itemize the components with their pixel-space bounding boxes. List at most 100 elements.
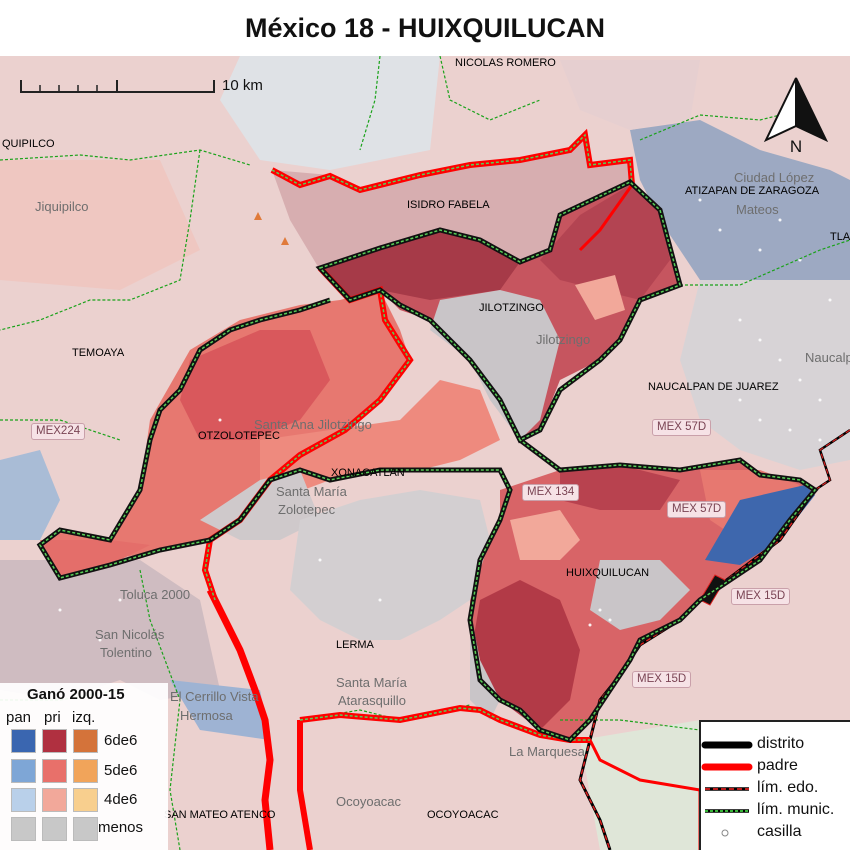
legend-title: Ganó 2000-15 [27, 686, 125, 703]
precinct-jilotzingo-east [540, 185, 670, 300]
legend-item-padre: padre [701, 756, 850, 778]
legend-swatch-pri-menos [42, 817, 67, 841]
map-canvas[interactable]: NICOLAS ROMERO ATIZAPAN DE ZARAGOZA ISID… [0, 56, 850, 850]
legend-line-padre [701, 763, 753, 771]
basemap-place: Santa María [276, 484, 347, 499]
municipality-label: TLA [830, 231, 850, 243]
precinct-jilotzingo-grey [430, 290, 560, 440]
basemap-place: Atarasquillo [338, 693, 406, 708]
legend-swatch-pri-6de6 [42, 729, 67, 753]
precinct-otzolotepec-center [180, 330, 330, 440]
road-shield: MEX 134 [522, 484, 580, 501]
basemap-place: Zolotepec [278, 502, 336, 517]
municipality-label: LERMA [336, 639, 374, 651]
basemap-place: La Marquesa [509, 744, 585, 759]
legend-swatch-pan-menos [11, 817, 36, 841]
legend-item-distrito: distrito [701, 734, 850, 756]
municipality-label: OTZOLOTEPEC [198, 430, 280, 442]
legend-marker-casilla [721, 829, 729, 837]
legend-swatch-pan-6de6 [11, 729, 36, 753]
casilla-dots [58, 198, 832, 642]
precinct-huixquilucan-north [560, 465, 680, 510]
municipality-label: JILOTZINGO [479, 302, 544, 314]
precinct-otzolotepec-west [40, 540, 150, 578]
road-shield: MEX 15D [632, 671, 692, 688]
winner-legend: Ganó 2000-15 pan pri izq. 6de6 5de6 4de6… [0, 683, 168, 850]
municipality-label: SAN MATEO ATENCO [164, 809, 276, 821]
legend-line-lim-edo [705, 787, 749, 791]
legend-swatch-izq-5de6 [73, 759, 98, 783]
basemap-place: Mateos [736, 202, 779, 217]
basemap-place: Tolentino [100, 645, 153, 660]
landmark-markers [254, 212, 289, 245]
lines-legend: distrito padre lím. edo. lím. munic. cas… [699, 720, 850, 850]
legend-swatch-pan-4de6 [11, 788, 36, 812]
road-shield: MEX 57D [652, 419, 712, 436]
road-shield: MEX224 [31, 423, 86, 440]
legend-row-label: 6de6 [104, 732, 138, 749]
basemap-place: Toluca 2000 [120, 587, 191, 602]
legend-line-distrito [701, 741, 753, 749]
north-label: N [790, 137, 802, 156]
precinct-isidro-fabela [272, 135, 632, 270]
precinct-huixquilucan-south [470, 580, 580, 730]
legend-item-lim-edo: lím. edo. [701, 778, 850, 800]
legend-label: distrito [757, 735, 805, 752]
basemap-place: Ciudad López [734, 170, 815, 185]
municipality-label: ISIDRO FABELA [407, 199, 490, 211]
precinct-huixquilucan-pan [705, 485, 815, 565]
scale-label: 10 km [222, 77, 263, 94]
legend-column-header: izq. [72, 709, 96, 726]
legend-line-lim-munic [705, 809, 749, 813]
legend-row-label: 5de6 [104, 762, 138, 779]
legend-swatch-izq-4de6 [73, 788, 98, 812]
municipality-label: NAUCALPAN DE JUAREZ [648, 381, 779, 393]
scale-bar [20, 80, 215, 93]
basemap-lerma [290, 490, 490, 640]
municipality-label: ATIZAPAN DE ZARAGOZA [685, 185, 820, 197]
district-boundary-inner [39, 181, 817, 741]
municipality-label: OCOYOACAC [427, 809, 499, 821]
map-svg [0, 56, 850, 850]
basemap-place: San Nicolás [95, 627, 165, 642]
basemap-forest [580, 720, 700, 850]
legend-swatch-izq-6de6 [73, 729, 98, 753]
municipality-label: TEMOAYA [72, 347, 125, 359]
map-title: México 18 - HUIXQUILUCAN [0, 0, 850, 56]
north-arrow-icon: N [763, 77, 829, 156]
legend-label: lím. edo. [757, 779, 819, 796]
precinct-xonacatlan [260, 380, 500, 495]
precinct-huixquilucan-light [510, 510, 580, 560]
urban-area-atizapan [630, 120, 850, 300]
urban-area-naucalpan [680, 280, 850, 470]
precinct-xonacatlan-grey [200, 470, 320, 540]
basemap-place: Jiquipilco [35, 199, 89, 214]
municipality-label: QUIPILCO [2, 138, 55, 150]
road-shield: MEX 15D [731, 588, 791, 605]
basemap-area [0, 160, 200, 290]
basemap-area [220, 56, 440, 170]
basemap-area [560, 60, 700, 130]
road-shield: MEX 57D [667, 501, 727, 518]
legend-label: lím. munic. [757, 801, 835, 818]
legend-column-header: pri [44, 709, 61, 726]
legend-row-label: 4de6 [104, 791, 138, 808]
municipality-label: HUIXQUILUCAN [566, 567, 650, 579]
legend-column-header: pan [6, 709, 32, 726]
legend-label: casilla [757, 823, 802, 840]
basemap-lake [0, 450, 60, 540]
municipality-label: XONACATLAN [331, 467, 405, 479]
precinct-huixquilucan-grey [590, 560, 690, 630]
precinct-jilotzingo-north [320, 230, 520, 300]
basemap-place: Naucalpan [805, 350, 850, 365]
legend-row-label: menos [98, 819, 144, 836]
basemap-blue-area [170, 680, 270, 740]
legend-item-casilla: casilla [701, 822, 850, 844]
legend-swatch-pan-5de6 [11, 759, 36, 783]
basemap-place: Ocoyoacac [336, 794, 402, 809]
legend-swatch-izq-menos [73, 817, 98, 841]
legend-swatch-pri-5de6 [42, 759, 67, 783]
basemap-place: Santa María [336, 675, 407, 690]
basemap-place: Santa Ana Jilotzingo [254, 417, 372, 432]
